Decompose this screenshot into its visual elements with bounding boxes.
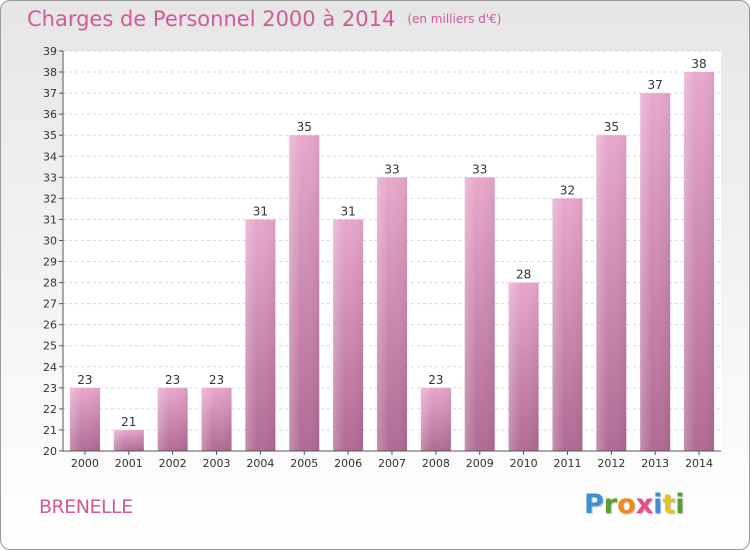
y-tick-label: 26 bbox=[43, 319, 57, 332]
bar-shading bbox=[333, 219, 364, 451]
y-tick-label: 30 bbox=[43, 234, 57, 247]
bar-shading bbox=[640, 93, 671, 452]
chart-title: Charges de Personnel 2000 à 2014 (en mill… bbox=[27, 7, 501, 31]
x-tick-label: 2012 bbox=[597, 457, 625, 470]
bar-shading bbox=[508, 282, 539, 451]
bar-shading bbox=[464, 177, 495, 451]
bar-shading bbox=[552, 198, 583, 451]
bar-shading bbox=[377, 177, 407, 451]
x-tick-label: 2014 bbox=[685, 457, 713, 470]
data-label: 35 bbox=[604, 120, 619, 134]
logo-letter: o bbox=[617, 489, 636, 520]
y-tick-label: 20 bbox=[43, 445, 57, 458]
y-tick-label: 38 bbox=[43, 66, 57, 79]
bar-shading bbox=[157, 387, 188, 451]
y-tick-label: 34 bbox=[43, 150, 57, 163]
bar-shading bbox=[596, 135, 627, 452]
x-tick-label: 2007 bbox=[378, 457, 406, 470]
bar-shading bbox=[113, 429, 144, 451]
proxiti-logo: Proxiti bbox=[584, 489, 685, 520]
y-tick-label: 33 bbox=[43, 171, 57, 184]
bar-shading bbox=[289, 135, 320, 452]
data-label: 32 bbox=[560, 183, 575, 197]
x-tick-label: 2008 bbox=[422, 457, 450, 470]
chart-title-text: Charges de Personnel 2000 à 2014 bbox=[27, 7, 396, 31]
data-label: 23 bbox=[428, 373, 443, 387]
x-tick-label: 2005 bbox=[290, 457, 318, 470]
x-tick-label: 2003 bbox=[203, 457, 231, 470]
data-label: 23 bbox=[209, 373, 224, 387]
bar-shading bbox=[245, 219, 276, 451]
logo-letter: t bbox=[662, 489, 676, 520]
logo-letter: i bbox=[675, 489, 685, 520]
logo-letter: x bbox=[635, 489, 654, 520]
x-tick-label: 2000 bbox=[71, 457, 99, 470]
y-tick-label: 37 bbox=[43, 87, 57, 100]
data-label: 23 bbox=[77, 373, 92, 387]
y-tick-label: 31 bbox=[43, 213, 57, 226]
y-tick-label: 36 bbox=[43, 108, 57, 121]
commune-name: BRENELLE bbox=[39, 496, 133, 518]
x-tick-label: 2001 bbox=[115, 457, 143, 470]
x-tick-label: 2013 bbox=[641, 457, 669, 470]
y-tick-label: 28 bbox=[43, 277, 57, 290]
bar-shading bbox=[684, 72, 715, 451]
data-label: 37 bbox=[648, 78, 663, 92]
y-tick-label: 39 bbox=[43, 45, 57, 58]
data-label: 35 bbox=[297, 120, 312, 134]
y-tick-label: 27 bbox=[43, 298, 57, 311]
x-tick-label: 2006 bbox=[334, 457, 362, 470]
logo-letter: r bbox=[603, 489, 618, 520]
data-label: 28 bbox=[516, 268, 531, 282]
y-tick-label: 22 bbox=[43, 403, 57, 416]
data-label: 31 bbox=[253, 204, 268, 218]
logo-letter: P bbox=[584, 489, 604, 520]
data-label: 38 bbox=[691, 57, 706, 71]
bar-shading bbox=[201, 387, 232, 451]
data-label: 33 bbox=[384, 162, 399, 176]
x-tick-label: 2011 bbox=[553, 457, 581, 470]
data-label: 31 bbox=[340, 204, 355, 218]
y-tick-label: 35 bbox=[43, 129, 57, 142]
y-tick-label: 25 bbox=[43, 340, 57, 353]
y-tick-label: 23 bbox=[43, 382, 57, 395]
data-label: 33 bbox=[472, 162, 487, 176]
y-tick-label: 21 bbox=[43, 424, 57, 437]
chart-subtitle: (en milliers d'€) bbox=[407, 12, 502, 26]
y-tick-label: 24 bbox=[43, 361, 57, 374]
x-tick-label: 2010 bbox=[510, 457, 538, 470]
bar-shading bbox=[420, 387, 451, 451]
x-tick-label: 2009 bbox=[466, 457, 494, 470]
data-label: 21 bbox=[121, 415, 136, 429]
y-tick-label: 32 bbox=[43, 192, 57, 205]
x-tick-label: 2002 bbox=[159, 457, 187, 470]
data-label: 23 bbox=[165, 373, 180, 387]
bar-shading bbox=[69, 387, 100, 451]
y-tick-label: 29 bbox=[43, 256, 57, 269]
logo-letter: i bbox=[653, 489, 663, 520]
x-tick-label: 2004 bbox=[246, 457, 274, 470]
